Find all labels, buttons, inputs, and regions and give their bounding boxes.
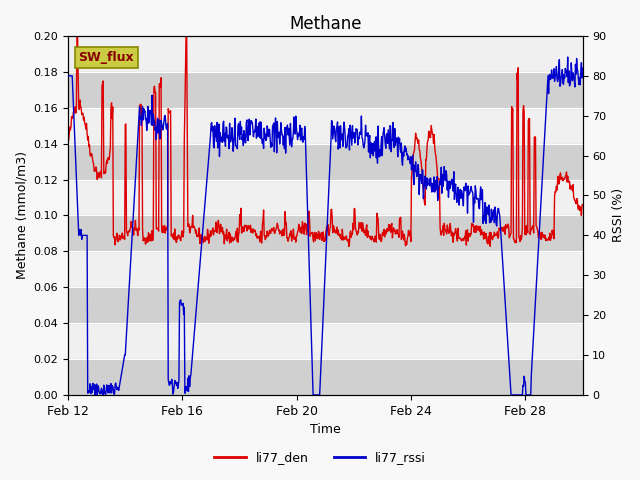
Y-axis label: RSSI (%): RSSI (%) <box>612 188 625 242</box>
Bar <box>68 359 582 395</box>
Y-axis label: Methane (mmol/m3): Methane (mmol/m3) <box>15 151 28 279</box>
Bar <box>68 287 582 323</box>
X-axis label: Time: Time <box>310 423 340 436</box>
Bar <box>68 216 582 252</box>
Bar <box>68 144 582 180</box>
Title: Methane: Methane <box>289 15 362 33</box>
Bar <box>68 72 582 108</box>
Text: SW_flux: SW_flux <box>78 51 134 64</box>
Legend: li77_den, li77_rssi: li77_den, li77_rssi <box>209 446 431 469</box>
